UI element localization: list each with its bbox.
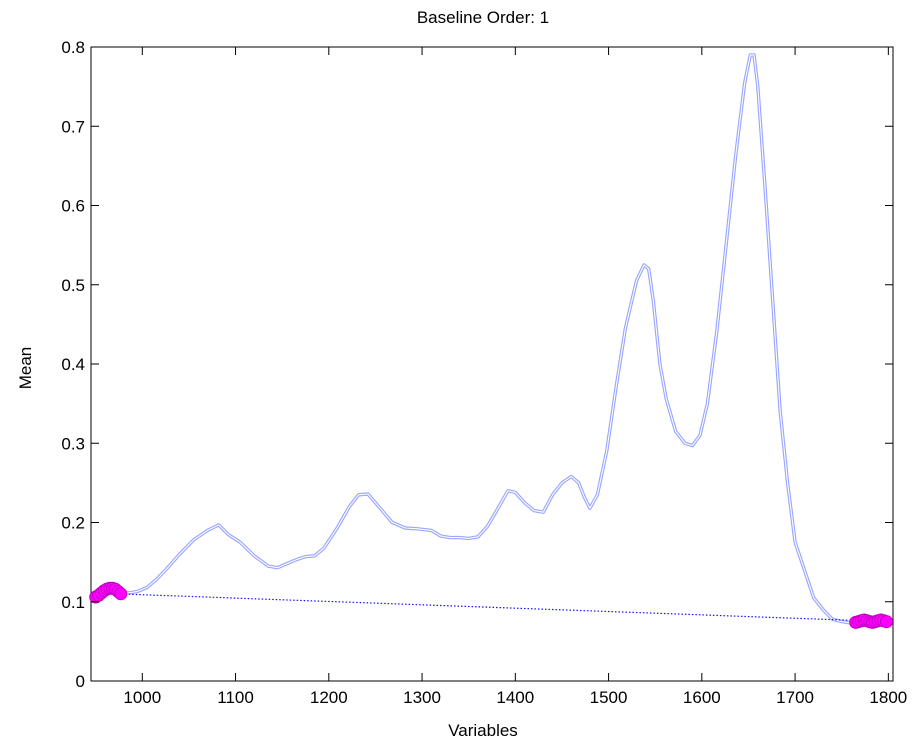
spectrum-line-core xyxy=(93,54,852,624)
x-tick-label: 1100 xyxy=(217,688,254,707)
x-tick-label: 1200 xyxy=(310,688,348,707)
x-tick-label: 1500 xyxy=(590,688,628,707)
x-tick-label: 1800 xyxy=(869,688,907,707)
y-tick-label: 0.4 xyxy=(61,355,85,374)
y-tick-label: 0.2 xyxy=(61,514,85,533)
baseline-point xyxy=(114,587,128,601)
y-tick-label: 0.7 xyxy=(61,117,85,136)
y-tick-label: 0.3 xyxy=(61,434,85,453)
chart-title: Baseline Order: 1 xyxy=(417,8,549,27)
x-tick-label: 1600 xyxy=(683,688,721,707)
x-tick-label: 1300 xyxy=(403,688,441,707)
y-axis-label: Mean xyxy=(16,347,35,390)
y-tick-label: 0.6 xyxy=(61,197,85,216)
x-tick-label: 1400 xyxy=(496,688,534,707)
y-tick-label: 0.5 xyxy=(61,276,85,295)
y-tick-label: 0.1 xyxy=(61,593,85,612)
x-tick-label: 1000 xyxy=(123,688,161,707)
y-tick-label: 0 xyxy=(76,672,85,691)
plot-layer xyxy=(89,53,893,629)
y-tick-label: 0.8 xyxy=(61,38,85,57)
baseline-line xyxy=(93,592,889,623)
axis-ticks: 1000 1100 1200 1300 1400 1500 1600 1700 1800 0 0.1… xyxy=(61,38,907,707)
x-axis-label: Variables xyxy=(448,721,518,740)
plot-area xyxy=(90,46,894,682)
baseline-point xyxy=(880,615,893,629)
x-tick-label: 1700 xyxy=(776,688,814,707)
